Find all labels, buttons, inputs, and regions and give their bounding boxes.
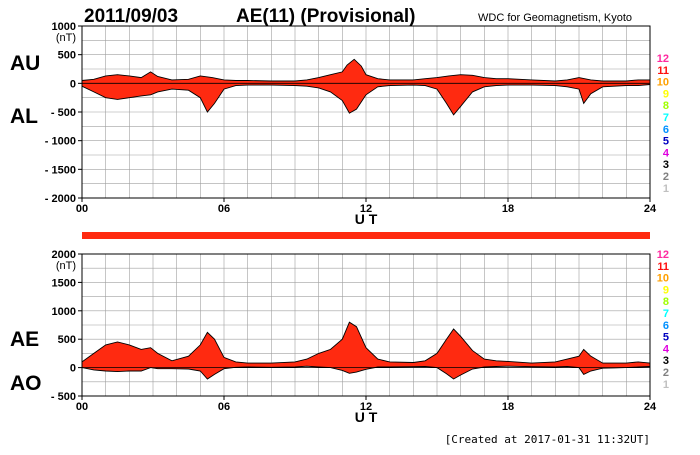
y-tick-label: 500: [58, 50, 76, 62]
station-legend-item: 2: [663, 367, 669, 379]
created-timestamp: [Created at 2017-01-31 11:32UT]: [445, 433, 650, 446]
header-source: WDC for Geomagnetism, Kyoto: [478, 12, 632, 24]
x-tick-label: 18: [502, 203, 514, 215]
station-legend-item: 5: [663, 332, 669, 344]
station-legend-item: 5: [663, 136, 669, 148]
station-legend-item: 11: [657, 65, 669, 77]
x-tick-label: 06: [218, 401, 230, 413]
station-legend-item: 9: [663, 284, 669, 296]
x-tick-label: 24: [644, 203, 657, 215]
station-legend-item: 8: [663, 296, 669, 308]
area-fill: [82, 59, 650, 115]
y-tick-label: 500: [58, 334, 76, 346]
station-legend-item: 10: [657, 77, 669, 89]
x-tick-label: 24: [644, 401, 657, 413]
y-tick-label: 0: [70, 363, 76, 375]
station-legend-item: 6: [663, 320, 669, 332]
header-title: AE(11) (Provisional): [236, 6, 416, 27]
series-line-ao: [81, 365, 651, 380]
station-legend-item: 8: [663, 100, 669, 112]
x-axis-label: U T: [355, 211, 378, 227]
index-label-au: AU: [10, 52, 40, 75]
station-legend-item: 2: [663, 171, 669, 183]
station-legend-item: 4: [663, 343, 670, 355]
station-legend-item: 1: [663, 379, 669, 391]
y-tick-label: - 1500: [45, 164, 76, 176]
station-legend-item: 9: [663, 88, 669, 100]
y-unit-label: (nT): [56, 32, 76, 44]
grid: [82, 254, 650, 396]
y-tick-label: - 1000: [45, 136, 76, 148]
x-tick-label: 12: [360, 401, 372, 413]
y-tick-label: 1000: [52, 306, 76, 318]
ae-ao-panel: 2000 1500 1000 500 0 - 500 (nT) 00 06 12 18 24 U T AE…: [10, 249, 657, 425]
au-al-panel: 1000 500 0 - 500 - 1000 - 1500 - 2000 (nT) 00 06 1…: [10, 21, 657, 227]
station-legend-item: 3: [663, 159, 669, 171]
station-legend-item: 7: [663, 112, 669, 124]
station-legend-item: 6: [663, 124, 669, 136]
y-tick-label: - 2000: [45, 193, 76, 205]
station-legend-item: 3: [663, 355, 669, 367]
series-line-ae: [81, 321, 651, 364]
y-tick-label: 0: [70, 78, 76, 90]
station-legend-item: 12: [657, 53, 669, 65]
x-tick-label: 18: [502, 401, 514, 413]
x-tick-label: 06: [218, 203, 230, 215]
station-legend-item: 10: [657, 273, 669, 285]
index-label-al: AL: [10, 105, 38, 128]
separator-bar: [82, 232, 650, 239]
y-tick-label: 1500: [52, 277, 76, 289]
station-legend-item: 4: [663, 147, 670, 159]
y-tick-label: - 500: [51, 391, 76, 403]
index-label-ae: AE: [10, 328, 39, 351]
station-legend-item: 7: [663, 308, 669, 320]
station-legend-item: 1: [663, 183, 669, 195]
series-line-au: [81, 58, 650, 82]
series-line-al: [81, 84, 651, 116]
x-axis-label: U T: [355, 409, 378, 425]
x-tick-label: 00: [76, 401, 88, 413]
grid: [82, 26, 650, 198]
area-fill: [82, 322, 650, 379]
x-tick-label: 00: [76, 203, 88, 215]
header-date: 2011/09/03: [84, 6, 178, 27]
y-unit-label: (nT): [56, 260, 76, 272]
x-tick-label: 12: [360, 203, 372, 215]
y-tick-label: - 500: [51, 107, 76, 119]
station-legend-item: 11: [657, 261, 669, 273]
index-label-ao: AO: [10, 372, 42, 395]
station-legend-item: 12: [657, 249, 669, 261]
y-tick-label: 2000: [52, 249, 76, 261]
y-tick-label: 1000: [52, 21, 76, 33]
